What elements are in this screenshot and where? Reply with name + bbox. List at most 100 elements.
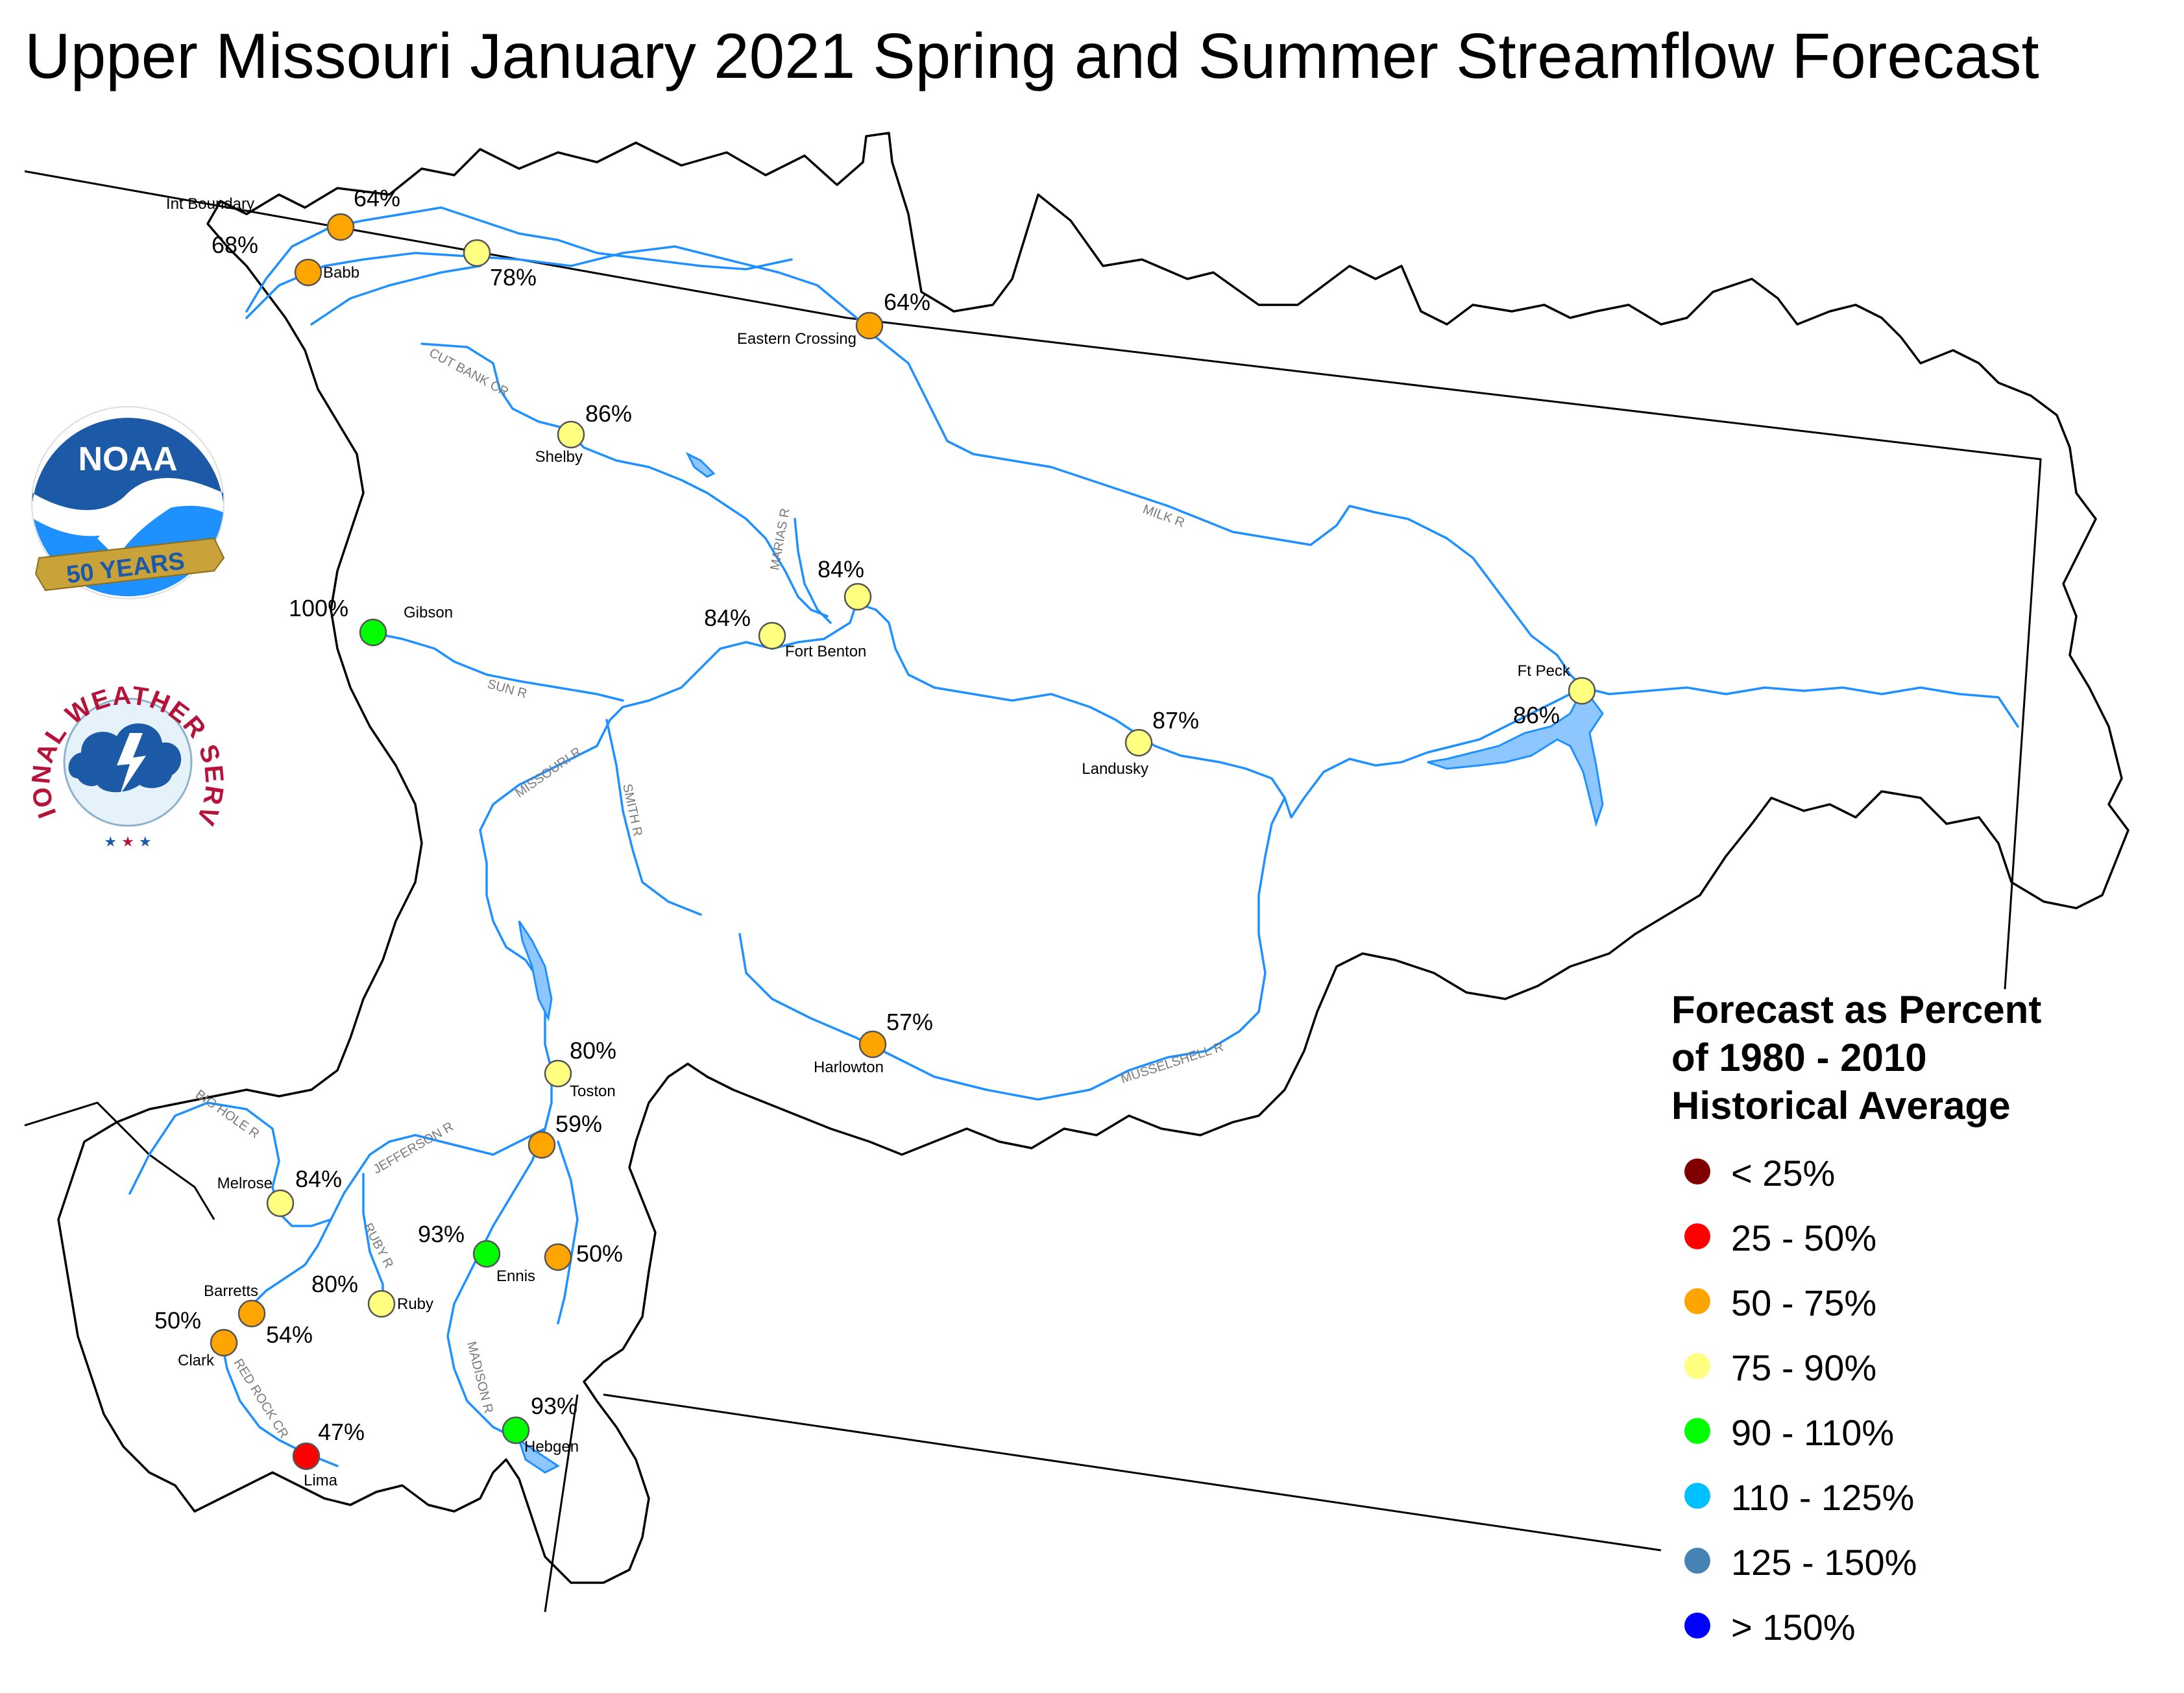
station-name: Landusky xyxy=(1082,760,1148,778)
station-percent: 78% xyxy=(490,264,537,291)
station: Eastern Crossing 64% xyxy=(737,289,930,348)
station-name: Toston xyxy=(570,1083,616,1100)
river-upper-milk xyxy=(310,265,481,326)
river-label: MILK R xyxy=(1141,502,1186,530)
river-milk xyxy=(245,245,1584,689)
river-label: RUBY R xyxy=(361,1221,396,1271)
canyon-ferry-reservoir xyxy=(518,920,553,1022)
legend-label: 50 - 75% xyxy=(1731,1282,1877,1323)
station-percent: 64% xyxy=(354,185,400,211)
station: Babb 68% xyxy=(212,232,359,287)
station-name: Babb xyxy=(323,264,359,282)
basin-boundary xyxy=(57,132,2129,1584)
station-marker xyxy=(502,1416,530,1445)
legend-label: < 25% xyxy=(1731,1153,1836,1194)
legend-item: 125 - 150% xyxy=(1671,1533,2165,1598)
state-boundary xyxy=(24,170,2042,1613)
river-cut-bank xyxy=(420,342,829,618)
hebgen-reservoir xyxy=(517,1437,560,1474)
legend-dot xyxy=(1684,1483,1710,1509)
river-musselshell xyxy=(738,797,1286,1101)
noaa-logo: NOAA 50 YEARS xyxy=(31,406,225,599)
legend-label: 75 - 90% xyxy=(1731,1347,1877,1388)
noaa-logo-text: NOAA xyxy=(78,440,177,478)
station: Gibson 100% xyxy=(289,595,453,647)
station-marker xyxy=(1124,728,1153,757)
river-label: MARIAS R xyxy=(768,507,792,571)
legend-item: 25 - 50% xyxy=(1671,1209,2165,1274)
station-percent: 86% xyxy=(1513,702,1560,728)
station: 78% xyxy=(463,239,537,291)
station-name: Gibson xyxy=(404,604,453,621)
station-percent: 64% xyxy=(884,289,930,315)
legend-label: 25 - 50% xyxy=(1731,1218,1877,1258)
station-percent: 50% xyxy=(576,1240,623,1267)
station: Melrose 84% xyxy=(217,1166,342,1218)
station-name: Shelby xyxy=(535,448,583,466)
station-marker xyxy=(843,582,872,611)
station-percent: 54% xyxy=(266,1321,313,1348)
noaa-logo-ribbon xyxy=(34,537,225,592)
station-marker xyxy=(544,1059,572,1088)
page-title: Upper Missouri January 2021 Spring and S… xyxy=(25,20,2039,91)
station: Clark 50% xyxy=(154,1307,238,1369)
station: Ft Peck 86% xyxy=(1513,662,1596,728)
river-missouri-west xyxy=(479,641,773,1072)
legend-item: 90 - 110% xyxy=(1671,1404,2165,1469)
station-marker xyxy=(367,1290,396,1318)
river-missouri-main xyxy=(855,602,2019,819)
station: Int Boundary 64% xyxy=(166,185,400,241)
station-percent: 100% xyxy=(289,595,348,621)
station-name: Ruby xyxy=(397,1295,433,1313)
river-smith xyxy=(605,719,702,916)
station-marker xyxy=(210,1328,238,1357)
nws-logo-lightning xyxy=(117,733,146,795)
legend-dot xyxy=(1684,1223,1710,1249)
station-marker xyxy=(472,1240,501,1268)
station: 50% xyxy=(544,1240,623,1271)
legend-items: < 25% 25 - 50% 50 - 75% 75 - 90% 90 - 11… xyxy=(1671,1144,2165,1663)
station-percent: 93% xyxy=(531,1393,577,1419)
reservoirs xyxy=(517,451,1604,1474)
station-name: Eastern Crossing xyxy=(737,330,856,348)
legend-item: > 150% xyxy=(1671,1598,2165,1663)
river-sun xyxy=(369,631,624,702)
station-name: Hebgen xyxy=(524,1438,579,1456)
station-percent: 80% xyxy=(311,1271,358,1297)
legend: Forecast as Percent of 1980 - 2010 Histo… xyxy=(1671,986,2165,1663)
station-marker xyxy=(326,213,355,241)
station-marker xyxy=(855,311,884,340)
station-marker xyxy=(237,1299,266,1328)
station-percent: 86% xyxy=(585,400,632,427)
station-marker xyxy=(1568,677,1596,705)
station-name: Int Boundary xyxy=(166,195,254,213)
station: Hebgen 93% xyxy=(502,1393,579,1456)
station-name: Ft Peck xyxy=(1518,662,1571,680)
station-marker xyxy=(528,1131,556,1159)
river-marias xyxy=(794,518,832,624)
river-label: BIG HOLE R xyxy=(193,1087,261,1142)
station-percent: 84% xyxy=(295,1166,342,1192)
station-percent: 80% xyxy=(570,1037,616,1064)
river-big-hole xyxy=(128,1101,332,1227)
legend-label: > 150% xyxy=(1731,1607,1856,1648)
station: 59% xyxy=(528,1111,602,1159)
legend-dot xyxy=(1684,1288,1710,1314)
river-missouri-upper xyxy=(771,602,858,650)
station-markers: Int Boundary 64% Babb 68% 78% Eastern Crossin… xyxy=(154,185,1596,1489)
station: Ennis 93% xyxy=(418,1221,535,1285)
station: Harlowton 57% xyxy=(814,1009,933,1076)
station: Landusky 87% xyxy=(1082,707,1199,778)
river-st-mary xyxy=(245,206,793,313)
station-marker xyxy=(544,1243,572,1271)
station: Lima 47% xyxy=(292,1419,365,1489)
station-percent: 47% xyxy=(318,1419,365,1445)
station-percent: 57% xyxy=(886,1009,933,1035)
station: Fort Benton 84% xyxy=(704,605,866,660)
legend-dot xyxy=(1684,1418,1710,1444)
river-label: MISSOURI R xyxy=(513,745,584,800)
station-name: Lima xyxy=(304,1472,338,1489)
station-marker xyxy=(266,1189,295,1218)
legend-dot xyxy=(1684,1613,1710,1639)
